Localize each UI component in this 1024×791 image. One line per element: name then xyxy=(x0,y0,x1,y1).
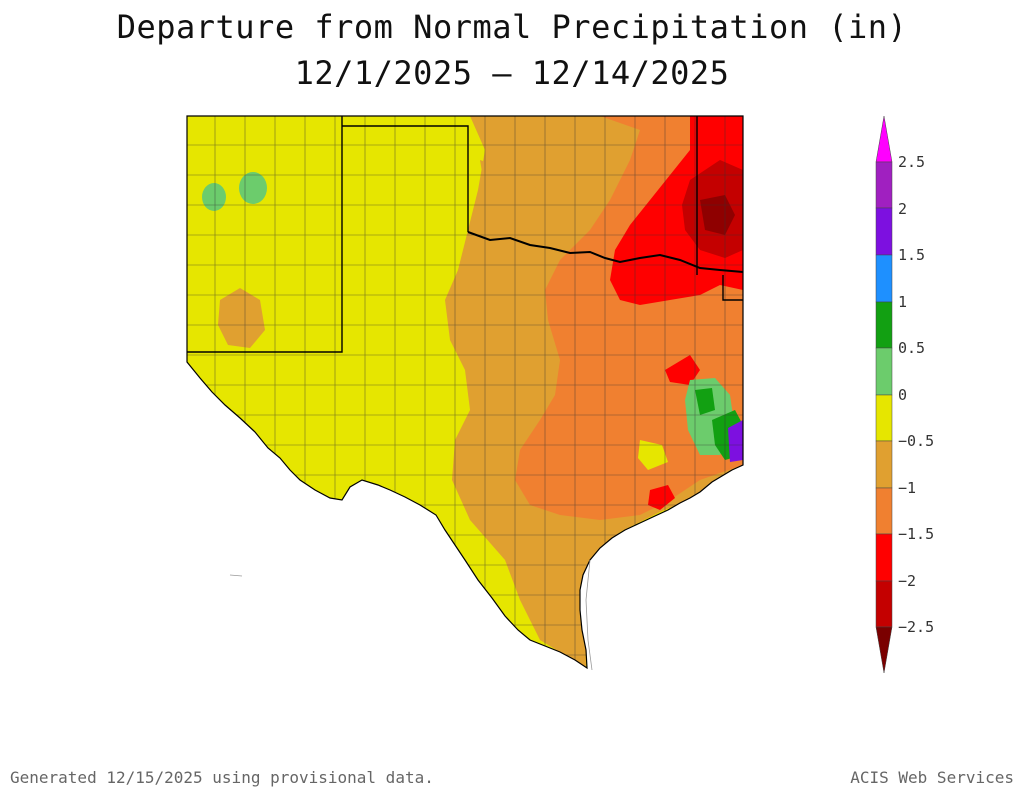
legend-label: 2.5 xyxy=(898,153,926,171)
generated-note: Generated 12/15/2025 using provisional d… xyxy=(10,768,434,787)
legend-label: 1.5 xyxy=(898,246,926,264)
coastline-islands xyxy=(229,559,593,671)
legend-label: 1 xyxy=(898,293,908,311)
legend-label: 0.5 xyxy=(898,339,926,357)
map-title: Departure from Normal Precipitation (in) xyxy=(116,8,908,46)
legend-label: −1 xyxy=(898,479,917,497)
legend-label: −2.5 xyxy=(898,618,935,636)
legend-arrow-top xyxy=(875,115,893,163)
state-borders xyxy=(187,116,744,353)
map-date-range: 12/1/2025 – 12/14/2025 xyxy=(294,54,730,92)
precip-departure-field xyxy=(187,116,743,668)
legend-label: −0.5 xyxy=(898,432,935,450)
legend-label: −1.5 xyxy=(898,525,935,543)
legend-arrow-bottom xyxy=(875,626,893,674)
source-credit: ACIS Web Services xyxy=(850,768,1014,787)
county-lines xyxy=(187,116,743,668)
color-legend xyxy=(875,115,893,674)
legend-label: −2 xyxy=(898,572,917,590)
legend-label: 0 xyxy=(898,386,908,404)
legend-label: 2 xyxy=(898,200,908,218)
